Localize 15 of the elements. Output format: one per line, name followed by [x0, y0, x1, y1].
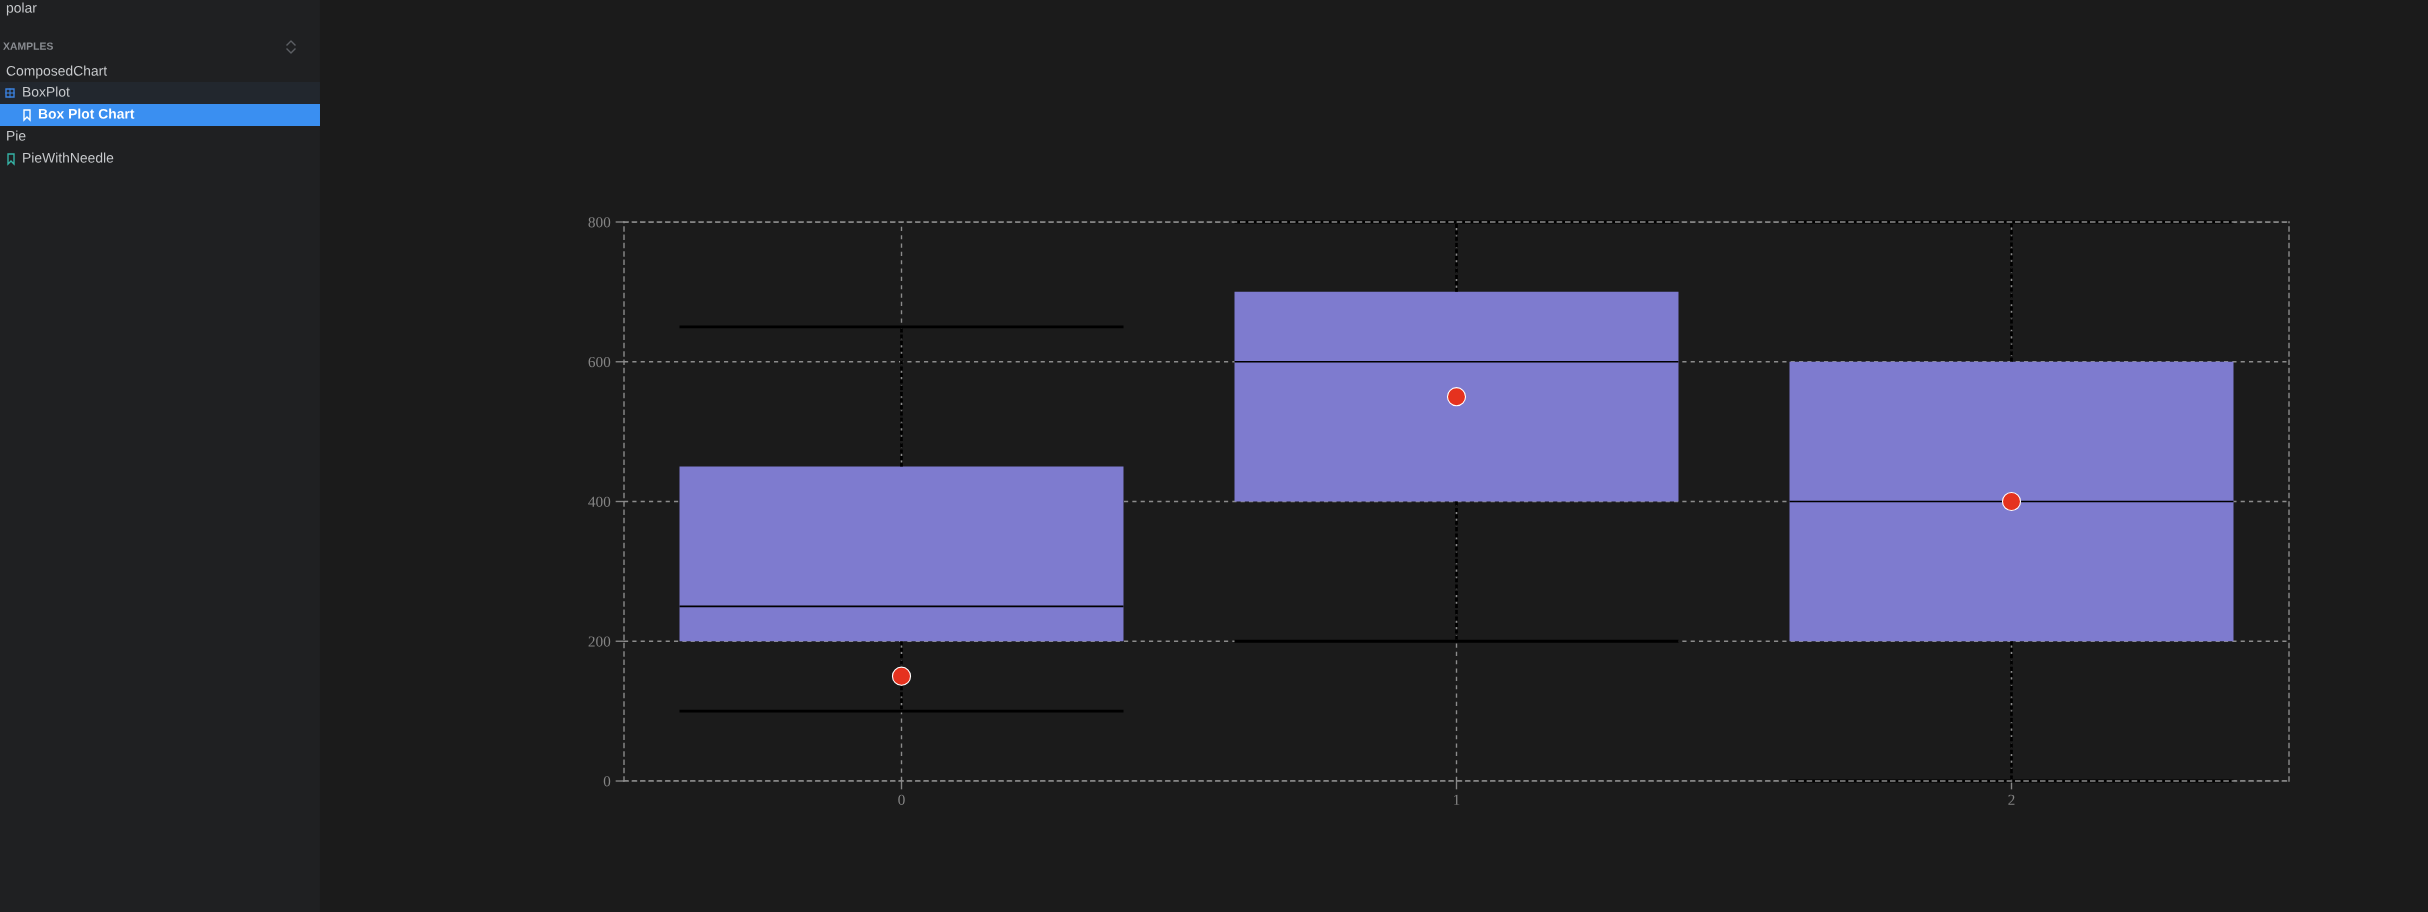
y-tick-label: 800 [588, 217, 611, 228]
text: PieWithNeedle [23, 152, 114, 163]
y-tick-label: 600 [588, 356, 611, 368]
y-tick-label: 200 [588, 636, 611, 647]
text: polar [6, 2, 37, 16]
text: ComposedChart [6, 65, 108, 79]
x-tick-label: 1 [1454, 794, 1460, 805]
text: BoxPlot [23, 86, 70, 97]
text: Pie [7, 130, 26, 141]
y-tick-label: 400 [588, 496, 611, 507]
x-tick-label: 2 [2008, 794, 2015, 805]
y-tick-label: 0 [603, 776, 611, 787]
text: Box Plot Chart [38, 108, 135, 119]
x-tick-label: 0 [898, 794, 905, 805]
text: XAMPLES [3, 42, 53, 50]
